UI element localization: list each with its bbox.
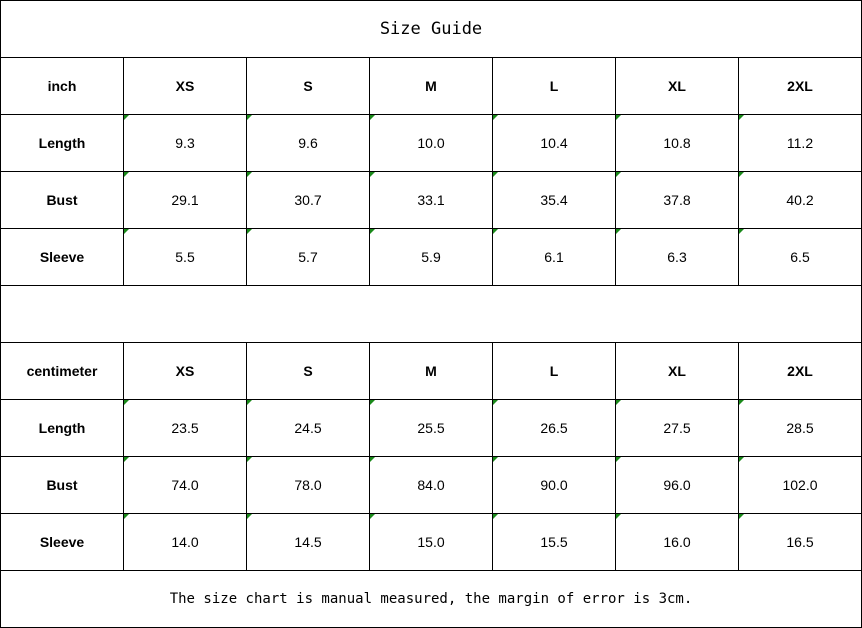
- row-label[interactable]: Length: [0, 114, 124, 172]
- row-label[interactable]: Bust: [0, 171, 124, 229]
- size-header[interactable]: M: [369, 342, 493, 400]
- measurement-cell[interactable]: 33.1: [369, 171, 493, 229]
- size-header[interactable]: L: [492, 342, 616, 400]
- measurement-cell[interactable]: 11.2: [738, 114, 862, 172]
- table-row: Bust 74.0 78.0 84.0 90.0 96.0 102.0: [0, 456, 862, 514]
- measurement-cell[interactable]: 6.1: [492, 228, 616, 286]
- measurement-cell[interactable]: 37.8: [615, 171, 739, 229]
- measurement-cell[interactable]: 28.5: [738, 399, 862, 457]
- measurement-cell[interactable]: 9.6: [246, 114, 370, 172]
- measurement-cell[interactable]: 29.1: [123, 171, 247, 229]
- measurement-cell[interactable]: 102.0: [738, 456, 862, 514]
- size-header[interactable]: S: [246, 57, 370, 115]
- measurement-cell[interactable]: 6.5: [738, 228, 862, 286]
- measurement-cell[interactable]: 84.0: [369, 456, 493, 514]
- measurement-cell[interactable]: 27.5: [615, 399, 739, 457]
- measurement-cell[interactable]: 10.8: [615, 114, 739, 172]
- size-header[interactable]: XL: [615, 57, 739, 115]
- measurement-cell[interactable]: 16.0: [615, 513, 739, 571]
- size-header[interactable]: S: [246, 342, 370, 400]
- measurement-cell[interactable]: 5.9: [369, 228, 493, 286]
- table-row: Length 9.3 9.6 10.0 10.4 10.8 11.2: [0, 114, 862, 172]
- size-header[interactable]: L: [492, 57, 616, 115]
- measurement-cell[interactable]: 24.5: [246, 399, 370, 457]
- row-label[interactable]: Sleeve: [0, 228, 124, 286]
- size-header[interactable]: XS: [123, 57, 247, 115]
- measurement-cell[interactable]: 90.0: [492, 456, 616, 514]
- inch-unit-label: inch: [0, 57, 124, 115]
- measurement-cell[interactable]: 30.7: [246, 171, 370, 229]
- measurement-cell[interactable]: 5.5: [123, 228, 247, 286]
- size-header[interactable]: XL: [615, 342, 739, 400]
- measurement-cell[interactable]: 96.0: [615, 456, 739, 514]
- size-header[interactable]: 2XL: [738, 342, 862, 400]
- measurement-note: The size chart is manual measured, the m…: [0, 570, 862, 628]
- measurement-cell[interactable]: 26.5: [492, 399, 616, 457]
- page-title: Size Guide: [0, 0, 862, 58]
- table-row: Length 23.5 24.5 25.5 26.5 27.5 28.5: [0, 399, 862, 457]
- size-header[interactable]: 2XL: [738, 57, 862, 115]
- row-label[interactable]: Bust: [0, 456, 124, 514]
- inch-header-row: inch XS S M L XL 2XL: [0, 57, 862, 115]
- note-row: The size chart is manual measured, the m…: [0, 570, 862, 628]
- measurement-cell[interactable]: 25.5: [369, 399, 493, 457]
- measurement-cell[interactable]: 40.2: [738, 171, 862, 229]
- measurement-cell[interactable]: 10.4: [492, 114, 616, 172]
- title-row: Size Guide: [0, 0, 862, 58]
- cm-header-row: centimeter XS S M L XL 2XL: [0, 342, 862, 400]
- blank-cell: [0, 285, 862, 343]
- measurement-cell[interactable]: 14.0: [123, 513, 247, 571]
- measurement-cell[interactable]: 9.3: [123, 114, 247, 172]
- measurement-cell[interactable]: 14.5: [246, 513, 370, 571]
- measurement-cell[interactable]: 6.3: [615, 228, 739, 286]
- measurement-cell[interactable]: 35.4: [492, 171, 616, 229]
- size-header[interactable]: XS: [123, 342, 247, 400]
- measurement-cell[interactable]: 10.0: [369, 114, 493, 172]
- cm-unit-label: centimeter: [0, 342, 124, 400]
- table-row: Sleeve 5.5 5.7 5.9 6.1 6.3 6.5: [0, 228, 862, 286]
- table-row: Bust 29.1 30.7 33.1 35.4 37.8 40.2: [0, 171, 862, 229]
- measurement-cell[interactable]: 23.5: [123, 399, 247, 457]
- row-label[interactable]: Length: [0, 399, 124, 457]
- measurement-cell[interactable]: 15.0: [369, 513, 493, 571]
- measurement-cell[interactable]: 78.0: [246, 456, 370, 514]
- measurement-cell[interactable]: 74.0: [123, 456, 247, 514]
- row-label[interactable]: Sleeve: [0, 513, 124, 571]
- size-header[interactable]: M: [369, 57, 493, 115]
- spacer-row: [0, 285, 862, 343]
- table-row: Sleeve 14.0 14.5 15.0 15.5 16.0 16.5: [0, 513, 862, 571]
- measurement-cell[interactable]: 15.5: [492, 513, 616, 571]
- measurement-cell[interactable]: 5.7: [246, 228, 370, 286]
- measurement-cell[interactable]: 16.5: [738, 513, 862, 571]
